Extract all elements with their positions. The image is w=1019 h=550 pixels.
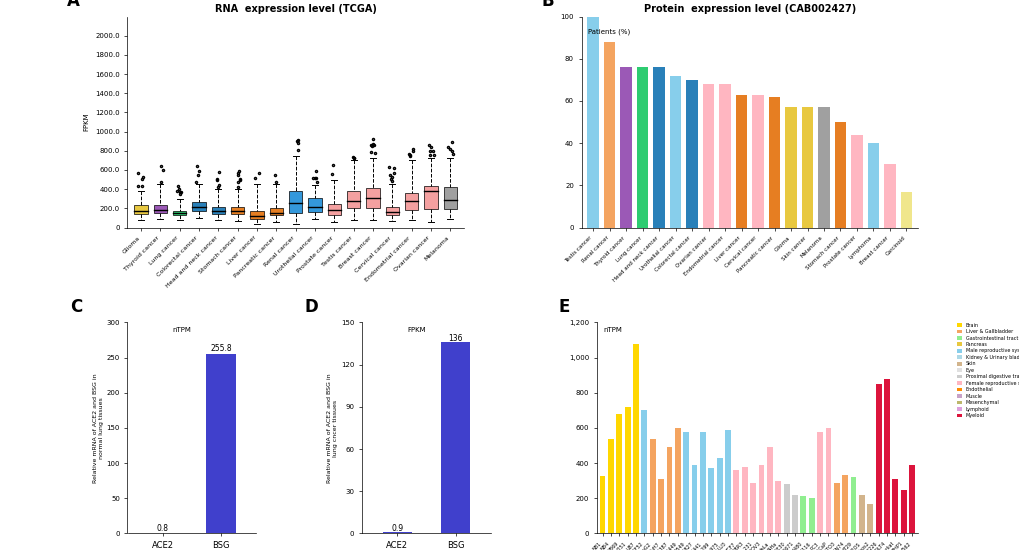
FancyBboxPatch shape <box>327 204 340 214</box>
Bar <box>599 476 605 534</box>
Bar <box>785 107 796 228</box>
FancyBboxPatch shape <box>405 192 418 210</box>
Bar <box>641 410 647 534</box>
Bar <box>883 379 890 534</box>
Bar <box>774 481 781 534</box>
Bar <box>908 465 914 534</box>
Bar <box>766 447 772 534</box>
Text: Patients (%): Patients (%) <box>588 29 630 35</box>
Bar <box>725 430 731 534</box>
Bar <box>653 67 664 228</box>
Bar <box>657 479 663 534</box>
FancyBboxPatch shape <box>308 198 321 212</box>
Bar <box>733 470 739 534</box>
Bar <box>636 67 648 228</box>
Text: E: E <box>557 298 569 316</box>
Bar <box>669 75 681 228</box>
Title: RNA  expression level (TCGA): RNA expression level (TCGA) <box>215 4 376 14</box>
Text: 255.8: 255.8 <box>210 344 231 354</box>
Bar <box>699 432 705 534</box>
Bar <box>768 97 780 228</box>
Text: C: C <box>69 298 82 316</box>
Text: 136: 136 <box>448 334 463 343</box>
Text: B: B <box>541 0 553 10</box>
Bar <box>649 438 655 534</box>
FancyBboxPatch shape <box>192 202 206 211</box>
Title: Protein  expression level (CAB002427): Protein expression level (CAB002427) <box>643 4 855 14</box>
Bar <box>615 414 622 534</box>
Bar <box>603 42 614 228</box>
Bar <box>900 490 906 534</box>
FancyBboxPatch shape <box>230 207 245 214</box>
Legend: Brain, Liver & Gallbladder, Gastrointestinal tract, Pancreas, Male reproductive : Brain, Liver & Gallbladder, Gastrointest… <box>955 321 1019 420</box>
Text: D: D <box>304 298 318 316</box>
FancyBboxPatch shape <box>250 211 264 219</box>
Bar <box>808 498 814 534</box>
Text: nTPM: nTPM <box>602 327 622 333</box>
Text: FPKM: FPKM <box>407 327 425 333</box>
Bar <box>783 484 789 534</box>
Bar <box>834 482 839 534</box>
Text: 0.8: 0.8 <box>156 524 168 533</box>
Bar <box>800 496 805 534</box>
Bar <box>816 432 822 534</box>
FancyBboxPatch shape <box>385 207 398 215</box>
Bar <box>382 532 412 534</box>
FancyBboxPatch shape <box>443 187 457 209</box>
Bar <box>665 447 672 534</box>
Bar <box>875 384 880 534</box>
FancyBboxPatch shape <box>154 205 167 213</box>
Bar <box>867 143 878 228</box>
Y-axis label: Relative mRNA of ACE2 and BSG in
normal lung tissues: Relative mRNA of ACE2 and BSG in normal … <box>93 373 104 483</box>
Bar <box>900 191 911 228</box>
FancyBboxPatch shape <box>424 186 437 209</box>
Bar <box>741 467 747 534</box>
FancyBboxPatch shape <box>288 191 303 213</box>
Bar <box>675 428 680 534</box>
Bar <box>707 469 713 534</box>
Bar <box>892 479 898 534</box>
Bar <box>752 95 763 228</box>
Bar <box>440 342 470 534</box>
Bar <box>824 428 830 534</box>
Y-axis label: FPKM: FPKM <box>84 113 90 131</box>
Bar <box>866 504 872 534</box>
Text: nTPM: nTPM <box>172 327 192 333</box>
Bar <box>842 475 847 534</box>
Bar <box>750 482 755 534</box>
Bar <box>683 432 689 534</box>
Bar <box>851 135 862 228</box>
Bar <box>718 84 731 228</box>
Bar <box>587 16 598 228</box>
Bar <box>834 122 846 228</box>
FancyBboxPatch shape <box>173 211 186 215</box>
Text: A: A <box>67 0 79 10</box>
Bar <box>716 458 721 534</box>
Bar <box>686 80 697 228</box>
Bar <box>620 67 632 228</box>
Bar <box>735 95 747 228</box>
FancyBboxPatch shape <box>135 206 148 214</box>
Bar <box>206 354 235 534</box>
Bar <box>758 465 763 534</box>
Bar <box>817 107 829 228</box>
Y-axis label: Relative mRNA of ACE2 and BSG in
lung cncer tissues: Relative mRNA of ACE2 and BSG in lung cn… <box>327 373 338 483</box>
Bar <box>633 344 638 534</box>
Text: 0.9: 0.9 <box>390 524 403 533</box>
Bar <box>858 495 864 534</box>
FancyBboxPatch shape <box>269 208 283 215</box>
Bar <box>702 84 713 228</box>
Bar <box>691 465 697 534</box>
FancyBboxPatch shape <box>211 207 225 214</box>
FancyBboxPatch shape <box>366 188 379 208</box>
Bar <box>624 407 630 534</box>
Bar <box>850 477 856 534</box>
Bar <box>883 164 895 228</box>
Bar <box>801 107 812 228</box>
FancyBboxPatch shape <box>346 191 360 208</box>
Bar <box>607 439 613 534</box>
Bar <box>792 495 797 534</box>
